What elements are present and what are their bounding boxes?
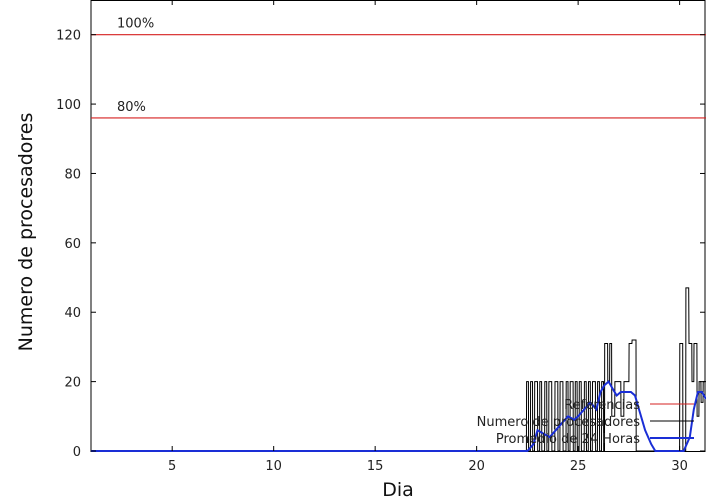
axes-layer: 0 20 40 60 80 100 120 5 10 15 20 25 30 [56, 0, 705, 474]
y-tick-label: 120 [56, 29, 81, 44]
y-tick-label: 80 [64, 167, 81, 182]
series-line [91, 287, 706, 452]
plot-frame [90, 0, 706, 452]
y-tick-label: 60 [64, 237, 81, 252]
x-tick-label: 10 [265, 459, 282, 474]
plot-border [90, 0, 706, 452]
reference-line-label: 100% [117, 17, 154, 32]
series-layer [91, 287, 706, 452]
legend: Referencias Numero de procesadores Promedi… [477, 398, 694, 447]
legend-label: Promedio de 24 Horas [496, 432, 640, 447]
y-tick-label: 20 [64, 376, 81, 391]
legend-label: Referencias [564, 398, 640, 413]
series-line [91, 380, 706, 452]
x-tick-label: 5 [168, 459, 176, 474]
reference-lines: 100% 80% [91, 17, 706, 119]
y-tick-label: 100 [56, 98, 81, 113]
x-tick-label: 25 [570, 459, 587, 474]
y-axis-label: Numero de procesadores [15, 113, 37, 352]
x-tick-label: 30 [671, 459, 688, 474]
legend-label: Numero de procesadores [477, 415, 641, 430]
x-tick-label: 15 [367, 459, 384, 474]
y-tick-label: 40 [64, 306, 81, 321]
x-tick-label: 20 [468, 459, 485, 474]
y-tick-label: 0 [73, 445, 81, 460]
reference-line-label: 80% [117, 100, 146, 115]
x-axis-label: Dia [382, 479, 414, 501]
